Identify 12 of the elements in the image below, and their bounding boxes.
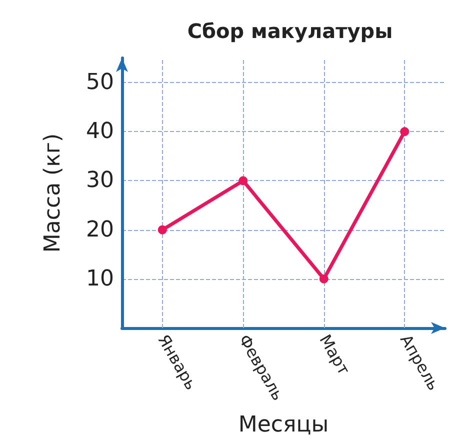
y-tick-label: 30 [86, 168, 114, 194]
chart-title: Сбор макулатуры [187, 19, 393, 43]
y-tick-label: 40 [86, 119, 114, 144]
x-axis-title: Месяцы [238, 412, 329, 438]
y-tick-label: 20 [86, 217, 114, 242]
y-axis-title: Масса (кг) [40, 133, 66, 253]
y-tick-label: 50 [86, 70, 114, 96]
point [400, 127, 410, 136]
point [238, 176, 248, 186]
y-tick-label: 10 [86, 266, 114, 292]
point [319, 274, 328, 284]
point [158, 225, 167, 234]
